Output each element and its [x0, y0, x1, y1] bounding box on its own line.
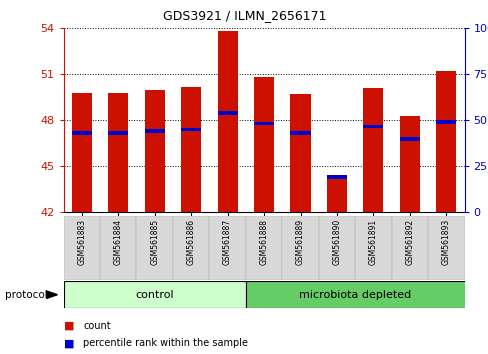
- Bar: [108, 93, 128, 212]
- Bar: [282, 216, 318, 280]
- Bar: [253, 121, 273, 125]
- Text: GSM561886: GSM561886: [186, 219, 195, 265]
- Bar: [144, 129, 164, 133]
- Polygon shape: [46, 291, 58, 298]
- Bar: [173, 216, 209, 280]
- Text: GSM561889: GSM561889: [295, 219, 305, 265]
- Bar: [427, 216, 464, 280]
- Bar: [245, 281, 482, 308]
- Bar: [318, 216, 354, 280]
- Text: percentile rank within the sample: percentile rank within the sample: [83, 338, 247, 348]
- Bar: [363, 125, 383, 129]
- Text: microbiota depleted: microbiota depleted: [299, 290, 410, 300]
- Bar: [354, 216, 391, 280]
- Bar: [63, 216, 100, 280]
- Bar: [72, 131, 92, 135]
- Text: GSM561893: GSM561893: [441, 219, 450, 266]
- Bar: [435, 120, 455, 124]
- Bar: [290, 131, 310, 135]
- Bar: [363, 88, 383, 212]
- Text: count: count: [83, 321, 110, 331]
- Text: GDS3921 / ILMN_2656171: GDS3921 / ILMN_2656171: [163, 9, 325, 22]
- Bar: [181, 128, 201, 131]
- Text: GSM561887: GSM561887: [223, 219, 232, 265]
- Bar: [399, 137, 419, 141]
- Bar: [399, 116, 419, 212]
- Bar: [245, 216, 282, 280]
- Bar: [181, 87, 201, 212]
- Bar: [217, 32, 237, 212]
- Bar: [100, 216, 136, 280]
- Bar: [136, 216, 173, 280]
- Bar: [72, 93, 92, 212]
- Text: ■: ■: [63, 338, 74, 348]
- Bar: [63, 281, 245, 308]
- Bar: [217, 111, 237, 115]
- Text: control: control: [135, 290, 174, 300]
- Bar: [435, 71, 455, 212]
- Bar: [326, 176, 346, 212]
- Text: GSM561884: GSM561884: [114, 219, 122, 265]
- Bar: [209, 216, 245, 280]
- Bar: [391, 216, 427, 280]
- Bar: [326, 175, 346, 179]
- Text: GSM561891: GSM561891: [368, 219, 377, 265]
- Text: protocol: protocol: [5, 290, 47, 300]
- Text: GSM561892: GSM561892: [405, 219, 413, 265]
- Text: ■: ■: [63, 321, 74, 331]
- Bar: [108, 131, 128, 135]
- Bar: [144, 90, 164, 212]
- Text: GSM561888: GSM561888: [259, 219, 268, 265]
- Bar: [253, 78, 273, 212]
- Bar: [290, 94, 310, 212]
- Text: GSM561890: GSM561890: [332, 219, 341, 266]
- Text: GSM561883: GSM561883: [77, 219, 86, 265]
- Text: GSM561885: GSM561885: [150, 219, 159, 265]
